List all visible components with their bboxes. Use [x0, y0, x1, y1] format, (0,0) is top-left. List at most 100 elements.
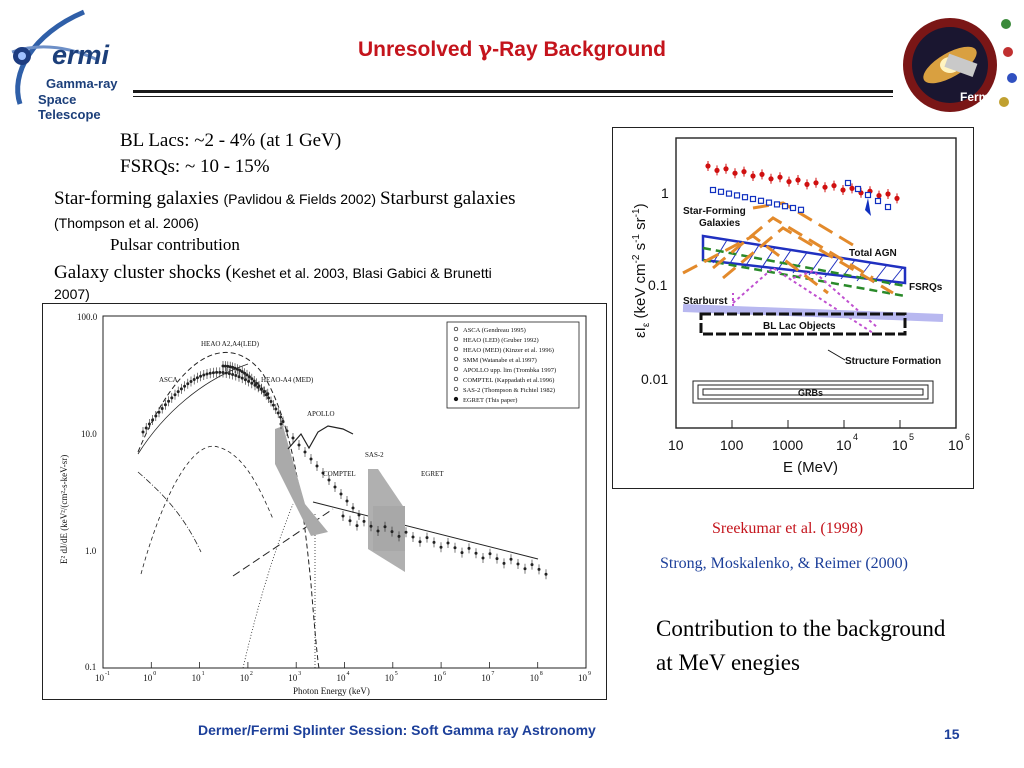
comptel-point	[765, 199, 773, 206]
data-point	[404, 530, 408, 534]
data-point	[285, 429, 289, 433]
left-xtick-exp: 5	[395, 671, 398, 677]
data-point	[432, 540, 436, 544]
rytick-0.1: 0.1	[648, 277, 668, 293]
annot-sas2: SAS-2	[365, 451, 384, 459]
data-point	[189, 380, 193, 384]
header-rule-thin	[133, 96, 893, 97]
fermi-badge: Fermi	[900, 10, 1020, 120]
data-point	[257, 384, 261, 388]
egret-point	[894, 195, 900, 201]
right-xtick-exp: 6	[965, 432, 970, 442]
legend-marker	[453, 376, 459, 382]
hatch-line	[744, 244, 760, 268]
left-xtick-exp: 1	[202, 671, 205, 677]
right-xticks: 10 100 1000 10 4 10 5 10 6	[668, 420, 970, 453]
data-point	[262, 390, 266, 394]
egret-point	[714, 167, 720, 173]
data-point	[141, 430, 145, 434]
left-xtick-exp: 4	[347, 671, 350, 677]
label-grbs: GRBs	[798, 388, 823, 398]
data-point	[355, 524, 359, 528]
data-point	[467, 546, 471, 550]
data-point	[274, 407, 278, 411]
data-point	[227, 372, 231, 376]
title-prefix: Unresolved	[358, 38, 479, 61]
data-point	[303, 450, 307, 454]
left-xtick-exp: 7	[491, 671, 494, 677]
data-point	[418, 540, 422, 544]
data-point	[279, 415, 283, 419]
title-gamma-symbol: γ	[478, 36, 493, 61]
dashed-hump-curve	[140, 445, 274, 575]
data-point	[397, 534, 401, 538]
data-point	[411, 535, 415, 539]
legend-marker	[453, 336, 459, 342]
pulsar-line: Pulsar contribution	[110, 235, 240, 254]
legend-marker	[453, 356, 459, 362]
left-xtick-label: 10	[578, 673, 588, 683]
comptel-point	[773, 201, 781, 208]
fermi-swoosh-icon	[11, 9, 99, 105]
steep-power-law-curve	[137, 363, 249, 455]
data-point	[425, 536, 429, 540]
comptel-point	[789, 204, 797, 212]
thompson-ref-line: (Thompson et al. 2006)	[54, 215, 199, 231]
data-point	[279, 422, 283, 426]
hatch-line	[840, 259, 856, 280]
data-point	[390, 530, 394, 534]
data-point	[223, 364, 227, 368]
legend-entry: HEAO (MED) (Kinzer et al. 1996)	[463, 347, 554, 354]
data-point	[269, 400, 273, 404]
data-point	[271, 403, 275, 407]
annot-comptel: COMPTEL	[323, 470, 356, 478]
data-point	[439, 545, 443, 549]
hatch-line	[776, 249, 792, 272]
right-xtick-label: 10	[836, 437, 852, 453]
annot-heao-led: HEAO A2,A4(LED)	[201, 340, 260, 348]
data-point	[369, 524, 373, 528]
svg-text:εIε (keV cm-2 s-1 sr-1): εIε (keV cm-2 s-1 sr-1)	[631, 203, 652, 338]
data-point	[276, 411, 280, 415]
page-number: 15	[944, 726, 960, 742]
comptel-point	[864, 191, 872, 199]
label-fsrqs: FSRQs	[909, 282, 943, 293]
left-legend-box	[446, 321, 580, 409]
legend-entry: HEAO (LED) (Gruber 1992)	[463, 337, 539, 344]
data-point	[376, 529, 380, 533]
data-point	[333, 485, 337, 489]
label-star-forming: Star-Forming	[683, 206, 746, 217]
data-point	[502, 561, 506, 565]
data-point	[544, 572, 548, 576]
data-point	[523, 567, 527, 571]
long-dash-line	[232, 508, 334, 577]
strong-ref: Strong, Moskalenko, & Reimer (2000)	[660, 555, 908, 572]
egrb-components-figure: εIε (keV cm-2 s-1 sr-1) 1 0.1 0.01	[612, 127, 974, 489]
legend-marker	[453, 366, 459, 372]
data-point	[252, 379, 256, 383]
left-xtick-label: 10	[192, 673, 202, 683]
left-xtick-label: 10	[530, 673, 540, 683]
right-xtick-label: 10	[948, 437, 964, 453]
data-point	[460, 551, 464, 555]
star-forming-line: Star-forming galaxies (Pavlidou & Fields…	[54, 188, 516, 209]
fsrqs-line: FSRQs: ~ 10 - 15%	[120, 156, 270, 177]
fermi-logo-line1: Gamma-ray	[46, 76, 118, 91]
egret-point	[741, 169, 747, 175]
data-point	[157, 410, 161, 414]
data-point	[509, 557, 513, 561]
data-point	[291, 436, 295, 440]
annot-egret: EGRET	[421, 470, 444, 478]
data-point	[243, 371, 247, 375]
summary-line2: at MeV enegies	[656, 650, 800, 675]
left-xtick-exp: -1	[105, 671, 110, 677]
data-point	[192, 378, 196, 382]
upper-limit-arrow	[865, 198, 871, 216]
legend-entry: SMM (Watanabe et al.1997)	[463, 357, 537, 364]
data-point	[259, 387, 263, 391]
annot-asca: ASCA	[159, 376, 178, 384]
label-structure-formation: Structure Formation	[845, 356, 941, 367]
data-point	[163, 403, 167, 407]
data-point	[474, 551, 478, 555]
data-point	[315, 464, 319, 468]
